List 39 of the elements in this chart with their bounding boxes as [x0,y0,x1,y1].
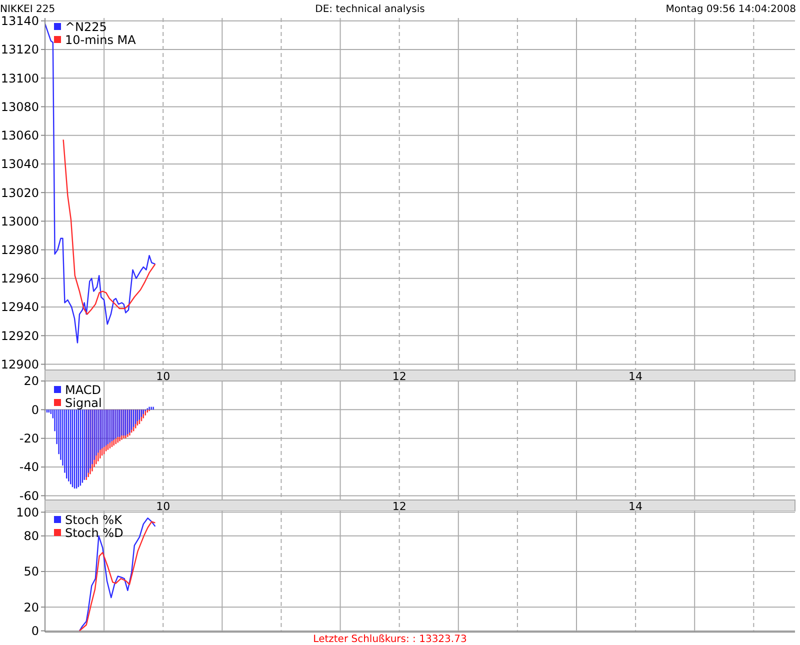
x-tick-label: 14 [628,500,643,513]
y-tick-label: -20 [19,432,39,446]
y-tick-label: 12980 [0,243,39,258]
y-tick-label: 0 [31,624,39,638]
legend-label: Stoch %K [65,513,124,528]
legend-label: ^N225 [65,20,107,34]
y-tick-label: 13060 [0,128,39,143]
y-tick-label: 12920 [0,328,39,343]
y-tick-label: 20 [24,600,39,614]
y-tick-label: 20 [24,374,39,388]
chart-subtitle: DE: technical analysis [315,4,425,15]
y-tick-label: 80 [24,529,39,544]
y-tick-label: 13080 [0,100,39,114]
y-tick-label: 50 [24,564,39,579]
y-tick-label: 13100 [0,71,39,86]
y-tick-label: 13120 [0,42,39,57]
y-tick-label: 13020 [0,186,39,200]
chart-title: NIKKEI 225 [0,4,56,15]
legend-label: Signal [65,396,102,410]
y-tick-label: 0 [31,402,39,417]
y-tick-label: 12960 [0,272,39,286]
x-tick-label: 12 [392,370,406,383]
text: Montag 09:56 14:04:2008 [666,4,796,15]
legend-label: Stoch %D [65,526,124,540]
y-tick-label: 100 [16,505,39,520]
legend-label: MACD [65,383,101,398]
y-tick-label: 12940 [0,300,39,314]
text: Letzter Schlußkurs: : 13323.73 [313,634,467,645]
y-tick-label: 13140 [0,14,39,28]
x-tick-label: 12 [392,500,406,513]
x-tick-label: 14 [628,370,643,383]
y-tick-label: 13000 [0,214,39,228]
y-tick-label: -60 [19,488,39,503]
y-tick-label: -40 [19,460,39,474]
y-tick-label: 13040 [0,157,39,172]
y-tick-label: 12900 [0,357,39,372]
legend-label: 10-mins MA [65,33,137,48]
x-tick-label: 10 [156,500,170,513]
x-tick-label: 10 [156,370,170,383]
